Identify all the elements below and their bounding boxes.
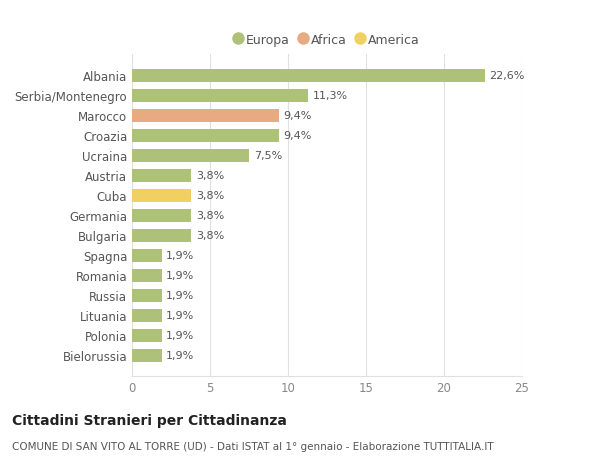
Bar	[132, 169, 191, 182]
Text: 11,3%: 11,3%	[313, 91, 348, 101]
Text: 1,9%: 1,9%	[166, 350, 194, 360]
Bar	[132, 309, 161, 322]
Bar	[132, 90, 308, 102]
Bar	[132, 189, 191, 202]
Text: 1,9%: 1,9%	[166, 251, 194, 261]
Bar	[132, 129, 278, 142]
Bar	[132, 249, 161, 262]
Text: 3,8%: 3,8%	[196, 211, 224, 221]
Legend: Europa, Africa, America: Europa, Africa, America	[229, 29, 425, 52]
Bar	[132, 209, 191, 222]
Text: 3,8%: 3,8%	[196, 231, 224, 241]
Text: 7,5%: 7,5%	[254, 151, 282, 161]
Bar	[132, 229, 191, 242]
Bar	[132, 269, 161, 282]
Bar	[132, 349, 161, 362]
Text: 22,6%: 22,6%	[489, 71, 524, 81]
Text: Cittadini Stranieri per Cittadinanza: Cittadini Stranieri per Cittadinanza	[12, 413, 287, 427]
Bar	[132, 70, 485, 83]
Text: 3,8%: 3,8%	[196, 171, 224, 181]
Text: COMUNE DI SAN VITO AL TORRE (UD) - Dati ISTAT al 1° gennaio - Elaborazione TUTTI: COMUNE DI SAN VITO AL TORRE (UD) - Dati …	[12, 441, 494, 451]
Text: 1,9%: 1,9%	[166, 291, 194, 301]
Text: 9,4%: 9,4%	[283, 111, 311, 121]
Text: 9,4%: 9,4%	[283, 131, 311, 141]
Bar	[132, 150, 249, 162]
Bar	[132, 329, 161, 342]
Bar	[132, 289, 161, 302]
Bar	[132, 110, 278, 123]
Text: 1,9%: 1,9%	[166, 270, 194, 280]
Text: 3,8%: 3,8%	[196, 191, 224, 201]
Text: 1,9%: 1,9%	[166, 310, 194, 320]
Text: 1,9%: 1,9%	[166, 330, 194, 340]
